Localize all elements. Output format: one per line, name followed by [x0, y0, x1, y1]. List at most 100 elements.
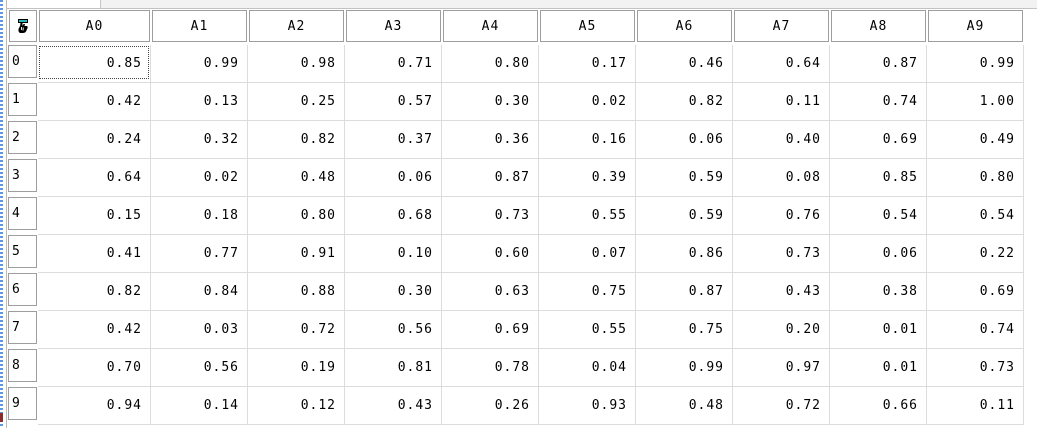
splitter-grip[interactable] — [0, 0, 3, 428]
table-cell[interactable]: 0.49 — [927, 121, 1024, 159]
table-cell[interactable]: 0.48 — [636, 387, 733, 425]
table-cell[interactable]: 0.06 — [636, 121, 733, 159]
table-cell[interactable]: 0.37 — [345, 121, 442, 159]
table-cell[interactable]: 0.55 — [539, 311, 636, 349]
column-header-a3[interactable]: A3 — [345, 9, 442, 45]
table-cell[interactable]: 0.84 — [151, 273, 248, 311]
row-header-2[interactable]: 2 — [8, 121, 38, 159]
row-header-3[interactable]: 3 — [8, 159, 38, 197]
table-cell[interactable]: 0.60 — [442, 235, 539, 273]
table-cell[interactable]: 0.01 — [830, 311, 927, 349]
table-cell[interactable]: 0.07 — [539, 235, 636, 273]
column-header-a7[interactable]: A7 — [733, 9, 830, 45]
table-cell[interactable]: 0.40 — [733, 121, 830, 159]
table-cell[interactable]: 0.10 — [345, 235, 442, 273]
table-cell[interactable]: 0.73 — [733, 235, 830, 273]
table-cell[interactable]: 0.56 — [345, 311, 442, 349]
table-cell[interactable]: 0.88 — [248, 273, 345, 311]
table-cell[interactable]: 0.24 — [38, 121, 151, 159]
table-cell[interactable]: 0.82 — [38, 273, 151, 311]
row-header-6[interactable]: 6 — [8, 273, 38, 311]
table-cell[interactable]: 0.85 — [830, 159, 927, 197]
table-cell[interactable]: 0.99 — [636, 349, 733, 387]
table-cell[interactable]: 0.97 — [733, 349, 830, 387]
table-cell[interactable]: 0.98 — [248, 45, 345, 83]
table-cell[interactable]: 0.99 — [151, 45, 248, 83]
table-cell[interactable]: 0.11 — [733, 83, 830, 121]
table-cell[interactable]: 0.63 — [442, 273, 539, 311]
table-cell[interactable]: 0.19 — [248, 349, 345, 387]
row-header-8[interactable]: 8 — [8, 349, 38, 387]
table-cell[interactable]: 0.55 — [539, 197, 636, 235]
table-cell[interactable]: 0.74 — [830, 83, 927, 121]
table-cell[interactable]: 0.94 — [38, 387, 151, 425]
table-cell[interactable]: 0.14 — [151, 387, 248, 425]
column-header-a9[interactable]: A9 — [927, 9, 1024, 45]
table-cell[interactable]: 0.11 — [927, 387, 1024, 425]
table-cell[interactable]: 0.06 — [830, 235, 927, 273]
column-header-a2[interactable]: A2 — [248, 9, 345, 45]
table-cell[interactable]: 0.54 — [830, 197, 927, 235]
table-cell[interactable]: 0.46 — [636, 45, 733, 83]
table-cell[interactable]: 0.87 — [636, 273, 733, 311]
table-cell[interactable]: 0.20 — [733, 311, 830, 349]
column-header-a8[interactable]: A8 — [830, 9, 927, 45]
table-cell[interactable]: 0.12 — [248, 387, 345, 425]
table-cell[interactable]: 0.02 — [539, 83, 636, 121]
table-cell[interactable]: 0.69 — [442, 311, 539, 349]
row-header-7[interactable]: 7 — [8, 311, 38, 349]
table-cell[interactable]: 0.43 — [733, 273, 830, 311]
table-cell[interactable]: 0.15 — [38, 197, 151, 235]
row-header-9[interactable]: 9 — [8, 387, 38, 425]
table-cell[interactable]: 0.66 — [830, 387, 927, 425]
column-header-a6[interactable]: A6 — [636, 9, 733, 45]
table-cell[interactable]: 0.80 — [442, 45, 539, 83]
table-cell[interactable]: 0.82 — [636, 83, 733, 121]
table-cell[interactable]: 0.64 — [38, 159, 151, 197]
table-cell[interactable]: 0.43 — [345, 387, 442, 425]
table-cell[interactable]: 0.59 — [636, 159, 733, 197]
table-cell[interactable]: 0.81 — [345, 349, 442, 387]
table-cell[interactable]: 0.13 — [151, 83, 248, 121]
table-cell[interactable]: 0.99 — [927, 45, 1024, 83]
table-cell[interactable]: 0.64 — [733, 45, 830, 83]
table-cell[interactable]: 0.56 — [151, 349, 248, 387]
row-header-4[interactable]: 4 — [8, 197, 38, 235]
column-header-a4[interactable]: A4 — [442, 9, 539, 45]
table-cell[interactable]: 0.30 — [442, 83, 539, 121]
table-cell[interactable]: 0.16 — [539, 121, 636, 159]
table-cell[interactable]: 0.74 — [927, 311, 1024, 349]
table-cell[interactable]: 1.00 — [927, 83, 1024, 121]
table-cell[interactable]: 0.39 — [539, 159, 636, 197]
table-cell[interactable]: 0.73 — [927, 349, 1024, 387]
table-cell[interactable]: 0.18 — [151, 197, 248, 235]
table-cell[interactable]: 0.87 — [442, 159, 539, 197]
table-cell[interactable]: 0.72 — [733, 387, 830, 425]
table-cell[interactable]: 0.26 — [442, 387, 539, 425]
table-cell[interactable]: 0.86 — [636, 235, 733, 273]
table-cell[interactable]: 0.69 — [830, 121, 927, 159]
table-cell[interactable]: 0.36 — [442, 121, 539, 159]
row-header-1[interactable]: 1 — [8, 83, 38, 121]
table-cell[interactable]: 0.42 — [38, 83, 151, 121]
table-cell[interactable]: 0.59 — [636, 197, 733, 235]
table-cell[interactable]: 0.77 — [151, 235, 248, 273]
table-cell[interactable]: 0.87 — [830, 45, 927, 83]
table-cell[interactable]: 0.80 — [927, 159, 1024, 197]
table-cell[interactable]: 0.57 — [345, 83, 442, 121]
table-cell[interactable]: 0.80 — [248, 197, 345, 235]
table-cell[interactable]: 0.70 — [38, 349, 151, 387]
table-cell[interactable]: 0.82 — [248, 121, 345, 159]
table-cell[interactable]: 0.08 — [733, 159, 830, 197]
select-all-corner[interactable] — [8, 9, 38, 45]
table-cell[interactable]: 0.38 — [830, 273, 927, 311]
table-cell[interactable]: 0.72 — [248, 311, 345, 349]
table-cell[interactable]: 0.06 — [345, 159, 442, 197]
focused-cell[interactable]: 0.85 — [38, 45, 151, 83]
column-header-a5[interactable]: A5 — [539, 9, 636, 45]
table-cell[interactable]: 0.25 — [248, 83, 345, 121]
table-cell[interactable]: 0.91 — [248, 235, 345, 273]
table-cell[interactable]: 0.42 — [38, 311, 151, 349]
column-header-a0[interactable]: A0 — [38, 9, 151, 45]
table-cell[interactable]: 0.48 — [248, 159, 345, 197]
